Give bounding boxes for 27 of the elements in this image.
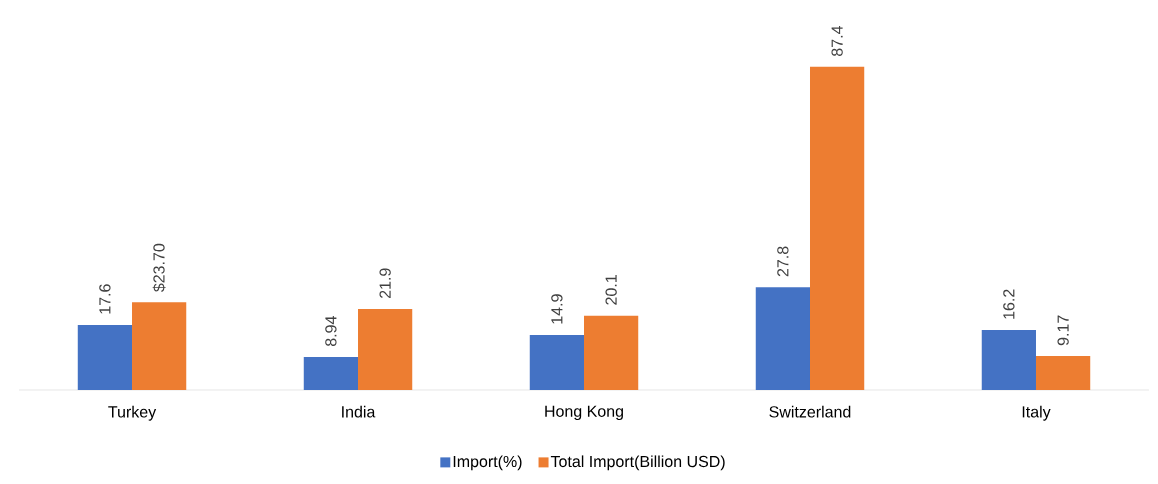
data-label: 27.8 (777, 246, 789, 277)
bar (303, 356, 359, 390)
bar (132, 302, 187, 390)
legend-label: Total Import(Billion USD) (550, 455, 725, 471)
data-label: 21.9 (379, 268, 391, 299)
legend-label: Import(%) (453, 455, 522, 471)
bar (1035, 356, 1091, 390)
data-label: 20.1 (605, 275, 617, 305)
x-tick-label: India (342, 405, 376, 418)
x-tick-label: Italy (1022, 405, 1051, 421)
bar (77, 324, 133, 390)
data-label: 8.94 (325, 316, 337, 347)
data-label: 87.4 (831, 25, 843, 56)
bar (810, 66, 865, 390)
x-tick-label: Hong Kong (545, 405, 623, 421)
data-label: 9.17 (1057, 315, 1069, 346)
data-label: 14.9 (551, 294, 563, 324)
bar (584, 315, 639, 390)
x-tick-label: Turkey (108, 405, 157, 421)
data-label: 16.2 (1003, 289, 1015, 319)
bar (358, 309, 413, 390)
data-label: $23.70 (152, 243, 166, 292)
bar (529, 334, 584, 390)
bar (981, 330, 1036, 390)
bar (755, 287, 810, 390)
data-label: 17.6 (99, 284, 111, 314)
x-tick-label: Switzerland (769, 405, 851, 418)
